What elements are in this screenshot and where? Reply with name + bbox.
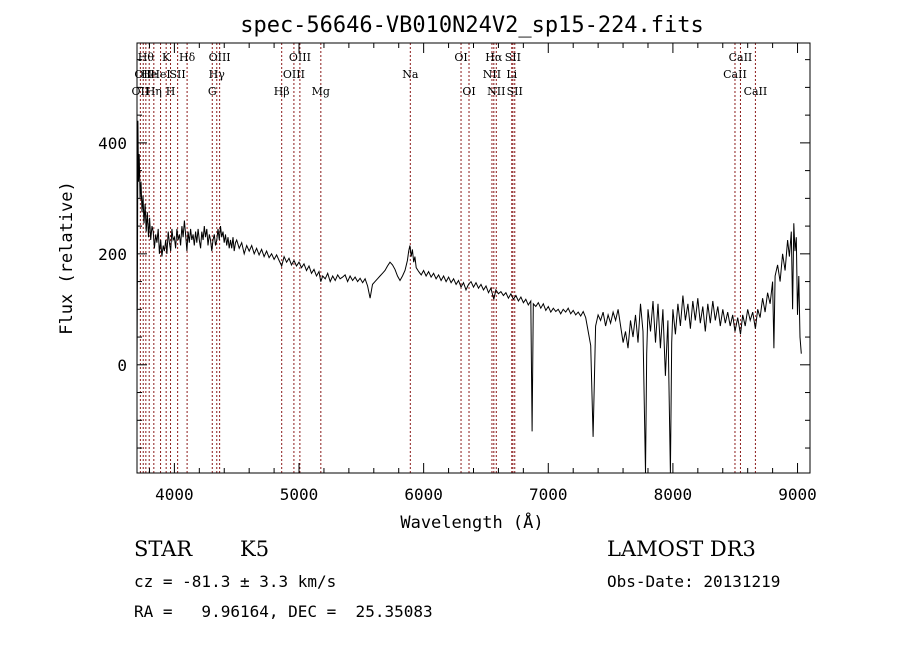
y-tick-label-0: 0 (117, 356, 127, 375)
line-label-28: CaII (744, 85, 768, 98)
line-label-15: OIII (289, 51, 311, 64)
coordinates-readout: RA = 9.96164, DEC = 25.35083 (134, 602, 433, 621)
x-axis-ticks: 4000 5000 6000 7000 8000 9000 (148, 43, 817, 504)
y-tick-label-400: 400 (98, 134, 127, 153)
line-label-9: Hδ (179, 51, 196, 64)
chart-title: spec-56646-VB010N24V2_sp15-224.fits (240, 13, 704, 38)
line-label-6: K (162, 51, 171, 64)
line-label-0: OII (132, 85, 150, 98)
x-tick-label-6000: 6000 (404, 485, 443, 504)
line-label-3: He (141, 68, 157, 81)
redshift-readout: cz = -81.3 ± 3.3 km/s (134, 572, 337, 591)
line-label-19: OI (462, 85, 475, 98)
x-axis-label: Wavelength (Å) (400, 511, 543, 533)
line-label-24: SII (505, 51, 521, 64)
obs-date: Obs-Date: 20131219 (607, 572, 781, 591)
line-label-16: Mg (312, 85, 330, 98)
line-label-8: SII (170, 68, 186, 81)
survey-name: LAMOST DR3 (607, 537, 756, 561)
line-label-21: Hα (485, 51, 503, 64)
x-tick-label-9000: 9000 (778, 485, 817, 504)
line-label-18: OI (454, 51, 467, 64)
x-tick-label-4000: 4000 (155, 485, 194, 504)
line-label-7: H (166, 85, 176, 98)
line-label-1: OII (134, 68, 152, 81)
line-label-20: NII (483, 68, 501, 81)
plot-frame (136, 42, 811, 474)
line-label-13: Hβ (274, 85, 290, 98)
line-marker-group (139, 43, 756, 473)
spectrum-line (136, 120, 802, 474)
x-tick-label-5000: 5000 (280, 485, 319, 504)
y-axis-label: Flux (relative) (57, 181, 77, 335)
object-subclass: K5 (240, 537, 270, 561)
line-label-group: OII OII Hθ He Hη HeI K H SII Hδ G Hγ OIII Hβ OIII OIII M… (132, 51, 768, 98)
x-tick-label-8000: 8000 (654, 485, 693, 504)
line-label-4: Hη (146, 85, 162, 98)
line-label-25: SII (507, 85, 523, 98)
line-label-27: CaII (729, 51, 753, 64)
line-label-14: OIII (283, 68, 305, 81)
line-label-11: Hγ (209, 68, 226, 81)
line-label-12: OIII (209, 51, 231, 64)
line-label-5: HeI (150, 68, 170, 81)
object-class: STAR (134, 537, 193, 561)
x-tick-label-7000: 7000 (529, 485, 568, 504)
line-label-26: CaII (723, 68, 747, 81)
line-label-23: Li (506, 68, 517, 81)
y-axis-ticks: 0 200 400 (98, 59, 810, 449)
line-label-22: NII (487, 85, 505, 98)
line-label-2: Hθ (138, 51, 155, 64)
y-tick-label-200: 200 (98, 245, 127, 264)
line-label-10: G (208, 85, 217, 98)
line-label-17: Na (402, 68, 419, 81)
